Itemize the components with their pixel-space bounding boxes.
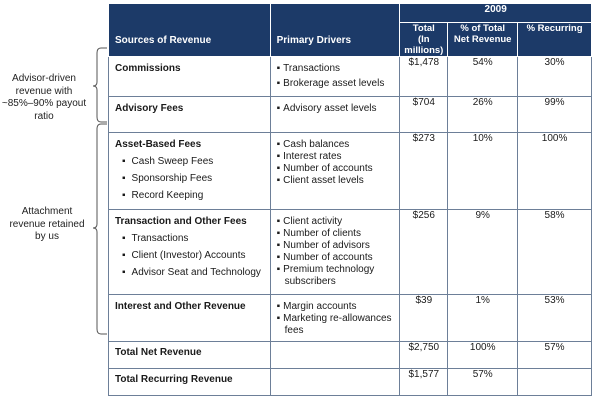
table-row-advisory-fees: Advisory Fees Advisory asset levels $704… <box>108 96 592 133</box>
driver-item: Premium technology subscribers <box>277 264 396 288</box>
pct-net-cell: 9% <box>447 209 519 295</box>
pct-recurring-cell: 53% <box>517 294 592 342</box>
sub-item: Advisor Seat and Technology <box>115 267 266 279</box>
pct-net-cell: 54% <box>447 56 519 97</box>
total-cell: $1,577 <box>399 368 449 396</box>
advisor-driven-brace <box>92 47 107 123</box>
pct-recurring-cell <box>517 368 592 396</box>
pct-recurring-cell: 57% <box>517 341 592 369</box>
driver-item: Client activity <box>277 216 396 228</box>
header-total: Total (In millions) <box>399 22 449 57</box>
empty-cell <box>269 368 401 396</box>
total-cell: $256 <box>399 209 449 295</box>
table-row-total-recurring-revenue: Total Recurring Revenue $1,577 57% <box>108 368 592 396</box>
advisor-driven-annotation: Advisor-driven revenue with ~85%–90% pay… <box>1 73 87 122</box>
sub-item: Transactions <box>115 233 266 245</box>
revenue-table: Sources of Revenue Primary Drivers 2009 … <box>108 3 592 396</box>
empty-cell <box>269 341 401 369</box>
source-label: Interest and Other Revenue <box>115 301 246 312</box>
header-year: 2009 <box>399 3 592 23</box>
attachment-revenue-annotation: Attachment revenue retained by us <box>9 206 85 242</box>
driver-item: Number of accounts <box>277 252 396 264</box>
pct-net-cell: 10% <box>447 132 519 210</box>
driver-item: Margin accounts <box>277 301 396 313</box>
source-label: Transaction and Other Fees <box>115 216 247 227</box>
sub-item: Client (Investor) Accounts <box>115 250 266 262</box>
pct-net-cell: 100% <box>447 341 519 369</box>
total-cell: $39 <box>399 294 449 342</box>
sub-item: Cash Sweep Fees <box>115 156 266 168</box>
table-row-commissions: Commissions Transactions Brokerage asset… <box>108 56 592 97</box>
pct-recurring-cell: 30% <box>517 56 592 97</box>
total-cell: $704 <box>399 96 449 133</box>
driver-item: Cash balances <box>277 139 396 151</box>
driver-item: Number of clients <box>277 228 396 240</box>
pct-net-cell: 1% <box>447 294 519 342</box>
header-pct-net: % of Total Net Revenue <box>447 22 519 57</box>
total-label: Total Net Revenue <box>115 347 202 358</box>
sub-item: Sponsorship Fees <box>115 173 266 185</box>
driver-item: Brokerage asset levels <box>277 78 396 90</box>
driver-item: Client asset levels <box>277 175 396 187</box>
driver-item: Marketing re-allowances fees <box>277 313 396 337</box>
pct-recurring-cell: 100% <box>517 132 592 210</box>
total-cell: $1,478 <box>399 56 449 97</box>
driver-item: Number of accounts <box>277 163 396 175</box>
driver-item: Advisory asset levels <box>277 103 396 115</box>
table-row-transaction-fees: Transaction and Other Fees Transactions … <box>108 209 592 295</box>
table-row-asset-based-fees: Asset-Based Fees Cash Sweep Fees Sponsor… <box>108 132 592 210</box>
driver-item: Number of advisors <box>277 240 396 252</box>
pct-net-cell: 57% <box>447 368 519 396</box>
source-label: Asset-Based Fees <box>115 139 202 150</box>
sub-item: Record Keeping <box>115 190 266 202</box>
attachment-brace <box>92 123 107 335</box>
driver-item: Transactions <box>277 63 396 75</box>
pct-recurring-cell: 99% <box>517 96 592 133</box>
total-cell: $273 <box>399 132 449 210</box>
pct-recurring-cell: 58% <box>517 209 592 295</box>
pct-net-cell: 26% <box>447 96 519 133</box>
table-row-total-net-revenue: Total Net Revenue $2,750 100% 57% <box>108 341 592 369</box>
driver-item: Interest rates <box>277 151 396 163</box>
total-label: Total Recurring Revenue <box>115 374 233 385</box>
header-drivers: Primary Drivers <box>269 3 401 57</box>
source-label: Advisory Fees <box>115 103 184 114</box>
table-row-interest-revenue: Interest and Other Revenue Margin accoun… <box>108 294 592 342</box>
total-cell: $2,750 <box>399 341 449 369</box>
header-sources: Sources of Revenue <box>108 3 271 57</box>
brace-lines <box>92 47 107 335</box>
source-label: Commissions <box>115 63 181 74</box>
header-pct-recurring: % Recurring <box>517 22 592 57</box>
